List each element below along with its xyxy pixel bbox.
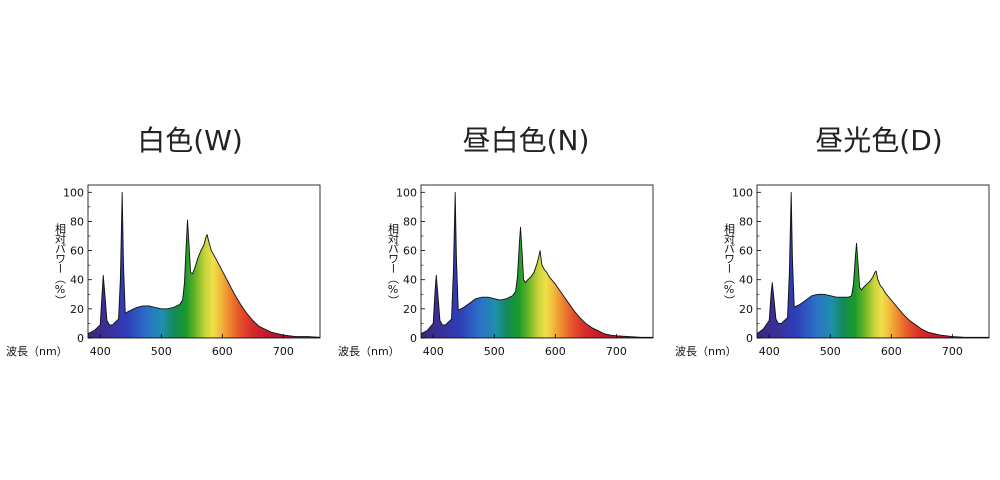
- x-tick-label: 500: [151, 345, 172, 358]
- x-axis-label: 波長（nm）: [675, 345, 737, 358]
- chart-panel-1: 白色(W) 0 20 40 60 80 100 400 500 600 700 波長（nm） 相対パワー…: [6, 124, 321, 358]
- x-tick-label: 500: [820, 345, 841, 358]
- y-tick-label: 60: [70, 245, 84, 258]
- y-tick-label: 40: [70, 274, 84, 287]
- y-axis-label: 相対パワー（%）: [723, 223, 736, 305]
- y-tick-label: 20: [739, 303, 753, 316]
- spectrum-area: [88, 191, 320, 338]
- spectrum-area: [421, 191, 653, 338]
- y-axis-label: 相対パワー（%）: [54, 223, 67, 305]
- y-tick-label: 80: [403, 215, 417, 228]
- x-tick-label: 600: [881, 345, 902, 358]
- y-tick-label: 100: [63, 186, 84, 199]
- x-tick-label: 400: [90, 345, 111, 358]
- x-tick-label: 700: [942, 345, 963, 358]
- x-tick-label: 700: [606, 345, 627, 358]
- y-tick-label: 20: [70, 303, 84, 316]
- x-tick-label: 500: [484, 345, 505, 358]
- chart-panel-2: 昼白色(N) 0 20 40 60 80 100 400 500 600 700 波長（nm） 相対パワ…: [338, 124, 654, 358]
- x-tick-label: 700: [273, 345, 294, 358]
- y-tick-label: 100: [396, 186, 417, 199]
- y-tick-label: 40: [739, 274, 753, 287]
- y-tick-label: 0: [746, 332, 753, 345]
- chart-panel-3: 昼光色(D) 0 20 40 60 80 100 400 500 600 700 波長（nm） 相対パワ…: [675, 124, 990, 358]
- y-axis-label: 相対パワー（%）: [387, 223, 400, 305]
- y-tick-label: 80: [739, 215, 753, 228]
- x-tick-label: 400: [423, 345, 444, 358]
- x-axis-label: 波長（nm）: [338, 345, 400, 358]
- x-tick-label: 400: [759, 345, 780, 358]
- y-tick-label: 100: [732, 186, 753, 199]
- y-tick-label: 80: [70, 215, 84, 228]
- y-tick-label: 60: [403, 245, 417, 258]
- x-tick-label: 600: [545, 345, 566, 358]
- chart-title: 昼白色(N): [463, 124, 590, 157]
- x-axis-label: 波長（nm）: [6, 345, 68, 358]
- x-tick-label: 600: [212, 345, 233, 358]
- y-tick-label: 60: [739, 245, 753, 258]
- y-tick-label: 0: [77, 332, 84, 345]
- chart-title: 昼光色(D): [815, 124, 942, 157]
- spectrum-area: [757, 191, 989, 338]
- y-tick-label: 20: [403, 303, 417, 316]
- y-tick-label: 40: [403, 274, 417, 287]
- chart-title: 白色(W): [137, 124, 243, 157]
- y-tick-label: 0: [410, 332, 417, 345]
